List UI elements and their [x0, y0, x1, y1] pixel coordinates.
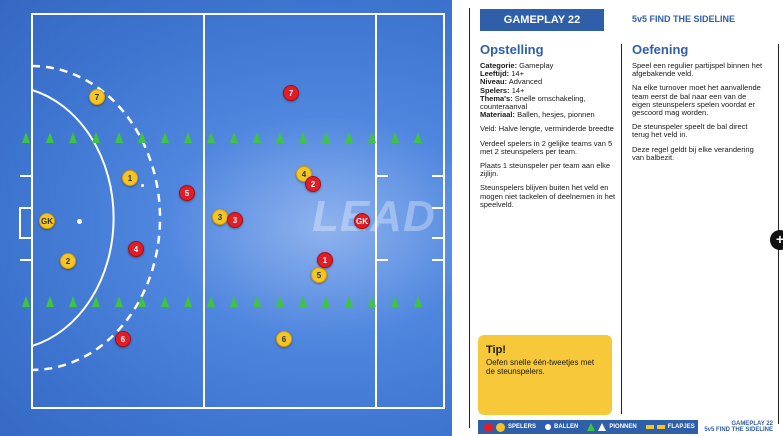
cone: [391, 132, 399, 143]
setup-paragraph: Plaats 1 steunspeler per team aan elke z…: [480, 161, 611, 179]
cone: [391, 296, 399, 307]
cone-icon: [598, 423, 607, 431]
cone: [161, 296, 169, 307]
cone: [184, 296, 192, 307]
cone: [322, 132, 330, 143]
player-red-2: 2: [305, 176, 321, 192]
setup-paragraph: Veld: Halve lengte, verminderde breedte: [480, 124, 614, 134]
gameplay-badge: GAMEPLAY 22: [480, 9, 604, 31]
player-yellow-2: 2: [60, 253, 76, 269]
player-red-5: 5: [179, 185, 195, 201]
player-red-4: 4: [128, 241, 144, 257]
cone: [276, 132, 284, 143]
cone: [299, 132, 307, 143]
ball-icon: [545, 424, 552, 430]
player-yellow-7: 7: [89, 89, 105, 105]
cone: [92, 132, 100, 143]
tip-title: Tip!: [486, 344, 506, 356]
cone: [115, 132, 123, 143]
lead-logo-watermark: LEAD: [312, 192, 436, 241]
cone: [115, 296, 123, 307]
setup-paragraph: Verdeel spelers in 2 gelijke teams van 5…: [480, 138, 613, 156]
cone: [184, 132, 192, 143]
cone: [276, 296, 284, 307]
shooting-circle: [31, 89, 115, 347]
expand-button[interactable]: +: [770, 230, 783, 250]
legend-players: SPELERS: [508, 424, 537, 430]
cone: [322, 296, 330, 307]
player-red-7: 7: [283, 85, 299, 101]
cone: [253, 296, 261, 307]
cone: [414, 296, 422, 307]
cone: [69, 132, 77, 143]
cone: [207, 132, 215, 143]
cone: [253, 132, 261, 143]
player-red-gk: GK: [354, 213, 370, 229]
cone: [368, 132, 376, 143]
divider: [621, 44, 622, 414]
player-yellow-1: 1: [122, 170, 138, 186]
setup-paragraph: Steunspelers blijven buiten het veld en …: [480, 183, 616, 209]
exercise-paragraph: Deze regel geldt bij elke verandering va…: [632, 144, 754, 162]
legend-cones: PIONNEN: [609, 424, 637, 430]
cone: [207, 296, 215, 307]
setup-heading: Opstelling: [480, 42, 544, 57]
cone: [69, 296, 77, 307]
cone: [46, 296, 54, 307]
cone: [368, 296, 376, 307]
footer-line2: 5v5 FIND THE SIDELINE: [704, 427, 773, 433]
tip-box: Tip! Oefen snelle één-tweetjes met de st…: [478, 335, 612, 415]
red-player-icon: [484, 422, 493, 432]
dashed-circle: [31, 64, 162, 372]
flag-icon: [656, 425, 665, 429]
ball: [77, 219, 82, 224]
player-yellow-6: 6: [276, 331, 292, 347]
yellow-player-icon: [496, 422, 505, 432]
cone: [345, 296, 353, 307]
exercise-text: Speel een regulier partijspel binnen het…: [632, 61, 766, 168]
cone: [161, 132, 169, 143]
player-yellow-gk: GK: [39, 213, 55, 229]
player-yellow-3: 3: [212, 209, 228, 225]
divider: [469, 8, 470, 428]
cone: [22, 132, 30, 143]
exercise-paragraph: Speel een regulier partijspel binnen het…: [632, 61, 763, 79]
cone: [138, 296, 146, 307]
legend-bar: SPELERS BALLEN PIONNEN FLAPJES: [478, 420, 698, 434]
cone: [46, 132, 54, 143]
cone: [299, 296, 307, 307]
player-red-6: 6: [115, 331, 131, 347]
exercise-paragraph: Na elke turnover moet het aanvallende te…: [632, 83, 761, 118]
legend-balls: BALLEN: [554, 424, 579, 430]
cone: [414, 132, 422, 143]
player-red-1: 1: [317, 252, 333, 268]
flag-icon: [645, 425, 654, 429]
footer: GAMEPLAY 22 5v5 FIND THE SIDELINE: [704, 421, 773, 433]
cone: [230, 132, 238, 143]
cone: [230, 296, 238, 307]
cone: [92, 296, 100, 307]
field-diagram: LEAD 7 1 GK 2 3 4 5 6 7 5 3 2 GK 4 1 6: [0, 0, 452, 436]
footer-line1: GAMEPLAY 22: [731, 421, 773, 427]
ball: [141, 184, 144, 187]
player-red-3: 3: [227, 212, 243, 228]
tip-text: Oefen snelle één-tweetjes met de steunsp…: [486, 358, 595, 376]
cone: [345, 132, 353, 143]
cone-icon: [587, 423, 596, 431]
exercise-paragraph: De steunspeler speelt de bal direct teru…: [632, 122, 748, 140]
player-yellow-5: 5: [311, 267, 327, 283]
exercise-heading: Oefening: [632, 42, 689, 57]
setup-text: Categorie: Gameplay Leeftijd: 14+ Niveau…: [480, 61, 616, 215]
cone: [138, 132, 146, 143]
cone: [22, 296, 30, 307]
legend-flags: FLAPJES: [667, 424, 695, 430]
field-lines: [0, 0, 452, 436]
goal: [19, 207, 33, 239]
drill-title: 5v5 FIND THE SIDELINE: [632, 14, 736, 24]
setup-meta: Categorie: Gameplay Leeftijd: 14+ Niveau…: [480, 61, 595, 120]
